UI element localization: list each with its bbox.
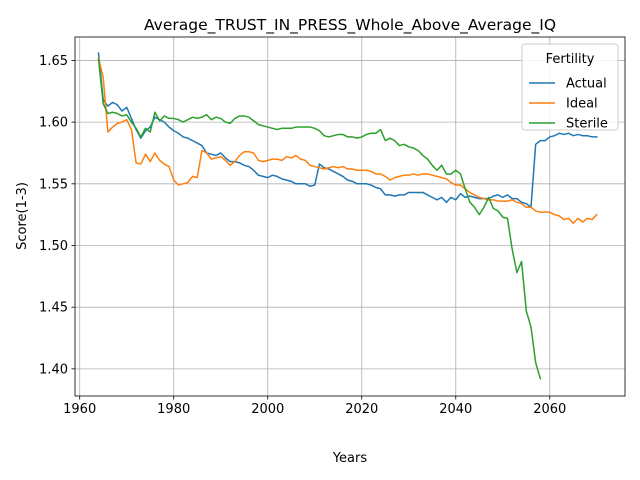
series-line-ideal <box>97 57 598 225</box>
y-tick-label: 1.55 <box>39 177 68 192</box>
legend-title: Fertility <box>546 52 595 67</box>
x-axis-ticks: 1960 1980 2000 2020 2040 2060 <box>63 396 566 417</box>
x-tick-label: 1960 <box>63 402 96 417</box>
x-tick-label: 2060 <box>533 402 566 417</box>
series-lines <box>97 52 598 380</box>
x-tick-label: 1980 <box>157 402 190 417</box>
legend-box <box>521 43 619 131</box>
y-tick-label: 1.50 <box>39 239 68 254</box>
x-tick-label: 2000 <box>251 402 284 417</box>
x-axis-label: Years <box>332 451 368 466</box>
legend-label-sterile: Sterile <box>566 117 608 132</box>
y-axis-label: Score(1-3) <box>15 182 30 250</box>
series-line-sterile <box>97 58 542 380</box>
legend-label-actual: Actual <box>566 77 607 92</box>
legend-label-ideal: Ideal <box>566 97 598 112</box>
chart-title: Average_TRUST_IN_PRESS_Whole_Above_Avera… <box>144 16 556 35</box>
y-tick-label: 1.65 <box>39 54 68 69</box>
plot-frame <box>74 36 626 397</box>
x-tick-label: 2040 <box>439 402 472 417</box>
y-tick-label: 1.45 <box>39 301 68 316</box>
series-line-actual <box>97 52 598 208</box>
legend: Fertility Actual Ideal Sterile <box>521 43 619 132</box>
y-axis-ticks: 1.40 1.45 1.50 1.55 1.60 1.65 <box>39 54 75 377</box>
legend-entries: Actual Ideal Sterile <box>529 77 608 132</box>
y-tick-label: 1.40 <box>39 362 68 377</box>
x-tick-label: 2020 <box>345 402 378 417</box>
y-tick-label: 1.60 <box>39 116 68 131</box>
